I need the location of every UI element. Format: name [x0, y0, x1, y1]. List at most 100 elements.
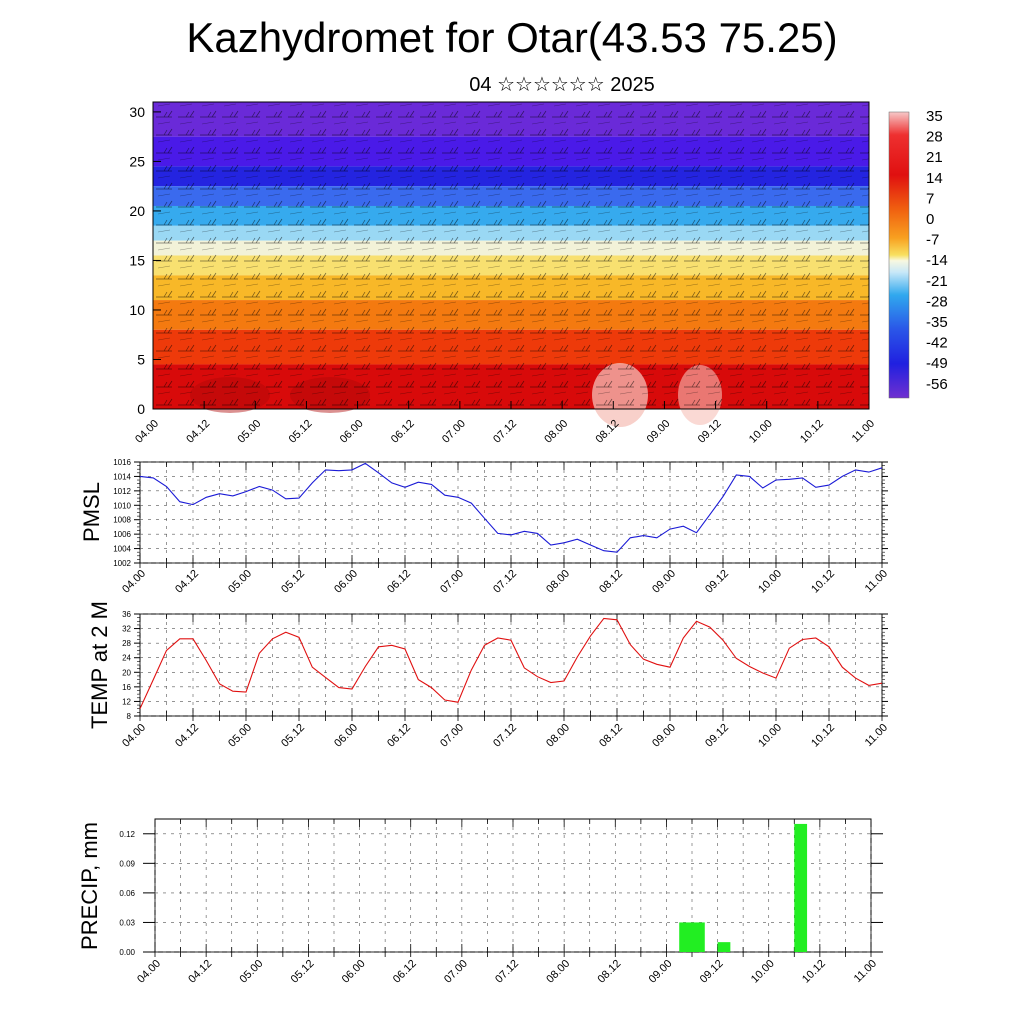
chart-title: Kazhydromet for Otar(43.53 75.25) — [186, 14, 838, 61]
pmsl-xtick-label: 07.12 — [491, 568, 519, 596]
precip-ytick-label: 0.09 — [119, 859, 135, 868]
precip-xtick-label: 10.12 — [800, 958, 828, 986]
colorbar-label: 35 — [926, 108, 943, 125]
precip-xtick-label: 09.00 — [647, 958, 675, 986]
temp-panel: 8 12 16 20 24 28 32 36 04.00 04.12 05.00 05.12 06.00… — [87, 601, 890, 750]
precip-xtick-label: 05.00 — [237, 958, 265, 986]
colorbar-label: 7 — [926, 190, 934, 207]
temp-xtick-label: 07.00 — [438, 722, 466, 750]
temp-xtick-label: 05.12 — [279, 722, 307, 750]
precip-bar — [679, 922, 705, 952]
colorbar-label: -7 — [926, 232, 939, 249]
colorbar-label: -42 — [926, 335, 948, 352]
precip-ytick-label: 0.03 — [119, 918, 135, 927]
colorbar-label: -28 — [926, 293, 948, 310]
precip-xtick-label: 06.12 — [391, 958, 419, 986]
temp-ytick-label: 8 — [127, 712, 132, 721]
heatmap-xtick-label: 07.12 — [491, 418, 519, 446]
precip-ytick-label: 0.00 — [119, 948, 135, 957]
temp-xtick-label: 11.00 — [863, 722, 890, 749]
precip-ylabel: PRECIP, mm — [77, 822, 102, 950]
temp-xtick-label: 09.00 — [650, 722, 678, 750]
pmsl-xtick-label: 04.00 — [120, 568, 148, 596]
pmsl-xtick-label: 08.12 — [597, 568, 625, 596]
heatmap-ytick-label: 5 — [137, 351, 145, 367]
colorbar-label: 28 — [926, 129, 943, 146]
pmsl-ytick-label: 1004 — [113, 545, 131, 554]
date-subtitle: 04 ☆☆☆☆☆☆ 2025 — [469, 74, 655, 96]
pmsl-panel: 1002 1004 1006 1008 1010 1012 1014 1016 04.00 04.… — [79, 458, 890, 596]
colorbar-label: 14 — [926, 170, 943, 187]
colorbar-label: -56 — [926, 376, 948, 393]
temp-series-line — [139, 617, 883, 709]
pmsl-ytick-label: 1012 — [113, 487, 131, 496]
colorbar-label: -21 — [926, 273, 948, 290]
precip-xtick-label: 06.00 — [340, 958, 368, 986]
precip-xtick-label: 07.12 — [493, 958, 521, 986]
pmsl-xtick-label: 09.12 — [703, 568, 731, 596]
temp-xtick-label: 06.00 — [332, 722, 360, 750]
cross-section-panel: 0 5 10 15 20 25 30 04.00 04.12 05.00 05.12 06.00 06.… — [129, 101, 948, 446]
colorbar-label: 0 — [926, 211, 934, 228]
temp-ytick-label: 36 — [122, 610, 131, 619]
heatmap-ytick-label: 25 — [129, 153, 145, 169]
pmsl-xtick-label: 11.00 — [863, 568, 890, 595]
pmsl-xtick-label: 06.12 — [385, 568, 413, 596]
temp-xtick-label: 08.00 — [544, 722, 572, 750]
pmsl-series-line — [139, 462, 883, 553]
heatmap-ytick-label: 30 — [129, 104, 145, 120]
pmsl-xtick-label: 10.00 — [756, 568, 784, 596]
temp-xtick-label: 07.12 — [491, 722, 519, 750]
colorbar-label: 21 — [926, 149, 943, 166]
temp-xtick-label: 04.12 — [173, 722, 201, 750]
precip-panel: 0.00 0.03 0.06 0.09 0.12 04.00 04.12 05.00 05.12… — [77, 818, 883, 986]
precip-xtick-label: 08.00 — [544, 958, 572, 986]
precip-xtick-label: 05.12 — [289, 958, 317, 986]
colorbar-label: -49 — [926, 355, 948, 372]
heatmap-xtick-label: 04.12 — [184, 418, 212, 446]
pmsl-xtick-label: 06.00 — [332, 568, 360, 596]
precip-xtick-label: 09.12 — [698, 958, 726, 986]
pmsl-ylabel: PMSL — [79, 482, 104, 542]
pmsl-ytick-label: 1008 — [113, 516, 131, 525]
wind-barbs — [153, 102, 869, 409]
pmsl-xtick-label: 07.00 — [438, 568, 466, 596]
pmsl-xtick-label: 10.12 — [809, 568, 837, 596]
heatmap-ytick-label: 15 — [129, 252, 145, 268]
precip-xtick-label: 11.00 — [852, 958, 879, 985]
pmsl-xtick-label: 05.00 — [226, 568, 254, 596]
colorbar-label: -14 — [926, 252, 948, 269]
temp-ytick-label: 16 — [122, 683, 131, 692]
temp-xtick-label: 09.12 — [703, 722, 731, 750]
temp-xtick-label: 10.00 — [756, 722, 784, 750]
temp-ytick-label: 20 — [122, 668, 131, 677]
heatmap-ytick-label: 20 — [129, 203, 145, 219]
temp-ytick-label: 28 — [122, 639, 131, 648]
heatmap-xtick-label: 05.00 — [235, 418, 263, 446]
precip-bar — [717, 942, 731, 952]
temp-ylabel: TEMP at 2 M — [87, 601, 112, 729]
heatmap-xtick-label: 04.00 — [133, 418, 161, 446]
colorbar-label: -35 — [926, 314, 948, 331]
temp-xtick-label: 04.00 — [120, 722, 148, 750]
pmsl-xtick-label: 05.12 — [279, 568, 307, 596]
heatmap-xtick-label: 08.00 — [542, 418, 570, 446]
precip-xtick-label: 10.00 — [749, 958, 777, 986]
pmsl-ytick-label: 1010 — [113, 501, 131, 510]
temp-ytick-label: 12 — [122, 697, 131, 706]
precip-ytick-label: 0.12 — [119, 830, 135, 839]
temp-xtick-label: 05.00 — [226, 722, 254, 750]
temp-xtick-label: 10.12 — [809, 722, 837, 750]
pmsl-ytick-label: 1006 — [113, 530, 131, 539]
precip-ytick-label: 0.06 — [119, 889, 135, 898]
pmsl-xtick-label: 04.12 — [173, 568, 201, 596]
heatmap-xtick-label: 10.00 — [747, 418, 775, 446]
heatmap-xtick-label: 05.12 — [287, 418, 315, 446]
heatmap-xtick-label: 10.12 — [798, 418, 826, 446]
temp-xtick-label: 06.12 — [385, 722, 413, 750]
heatmap-ytick-label: 0 — [137, 401, 145, 417]
heatmap-xtick-label: 06.00 — [338, 418, 366, 446]
temp-ytick-label: 24 — [122, 654, 131, 663]
pmsl-ytick-label: 1002 — [113, 559, 131, 568]
